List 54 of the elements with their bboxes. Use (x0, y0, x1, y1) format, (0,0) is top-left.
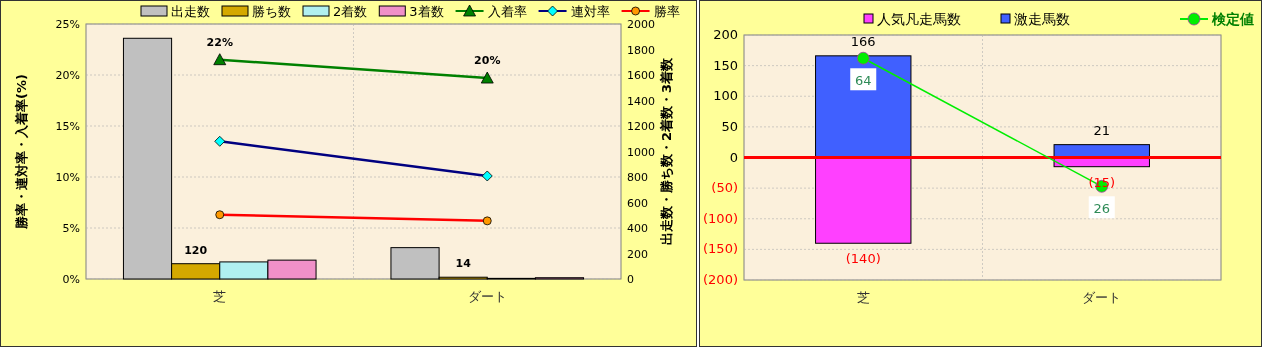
y-tick-label: 0 (729, 149, 738, 165)
x-tick-label: ダート (467, 289, 507, 304)
y2-tick-label: 1200 (627, 120, 655, 133)
legend-label: 入着率 (487, 4, 527, 19)
x-tick-label: 芝 (213, 289, 227, 304)
y-tick-label: (100) (703, 210, 738, 226)
data-label: 22% (206, 35, 233, 49)
y2-tick-label: 1600 (627, 69, 655, 82)
legend-label: 勝ち数 (252, 4, 291, 19)
y-tick-label: 50 (721, 118, 738, 134)
data-label: 21 (1093, 122, 1111, 138)
x-tick-label: 芝 (856, 290, 870, 305)
y-tick-label: (150) (703, 241, 738, 257)
legend-label: 検定値 (1211, 11, 1254, 27)
y2-tick-label: 2000 (627, 18, 655, 31)
y2-tick-label: 400 (627, 222, 648, 235)
y-tick-label: 100 (713, 88, 738, 104)
legend-label: 2着数 (333, 4, 368, 19)
annotation: 64 (854, 73, 872, 89)
data-label: 14 (455, 257, 472, 271)
y-tick-label: (200) (703, 272, 738, 287)
data-label: 166 (850, 33, 876, 49)
y2-tick-label: 1000 (627, 145, 655, 159)
y-tick-label: 0% (62, 273, 80, 286)
bar (390, 247, 440, 280)
legend-label: 出走数 (171, 4, 210, 19)
y-tick-label: 15% (55, 120, 80, 133)
y-tick-label: 20% (55, 69, 80, 82)
data-label: (140) (845, 251, 881, 267)
bar (815, 157, 912, 244)
y-tick-label: 5% (62, 222, 80, 235)
y2-tick-label: 800 (627, 171, 648, 184)
legend-label: 連対率 (570, 4, 610, 19)
legend-label: 3着数 (409, 4, 444, 19)
y2-axis-title: 出走数・勝ち数・2着数・3着数 (659, 56, 674, 246)
y2-tick-label: 1800 (627, 43, 655, 57)
bar (122, 37, 173, 280)
x-tick-label: ダート (1082, 290, 1122, 305)
bar (815, 55, 912, 158)
y2-tick-label: 0 (627, 273, 634, 286)
y2-tick-label: 600 (627, 196, 648, 210)
data-label: 120 (184, 243, 208, 257)
y-axis-title: 勝率・連対率・入着率(%) (14, 74, 29, 230)
data-label: 20% (474, 54, 501, 68)
legend-label: 勝率 (653, 4, 680, 19)
annotation: 26 (1093, 201, 1111, 217)
y-tick-label: 25% (55, 18, 80, 31)
y-tick-label: (50) (711, 180, 738, 196)
y-tick-label: 200 (713, 27, 738, 42)
y2-tick-label: 200 (627, 247, 648, 261)
legend-label: 激走馬数 (1014, 11, 1070, 27)
y-tick-label: 10% (55, 171, 80, 184)
y-tick-label: 150 (713, 57, 738, 73)
y2-tick-label: 1400 (627, 94, 655, 108)
